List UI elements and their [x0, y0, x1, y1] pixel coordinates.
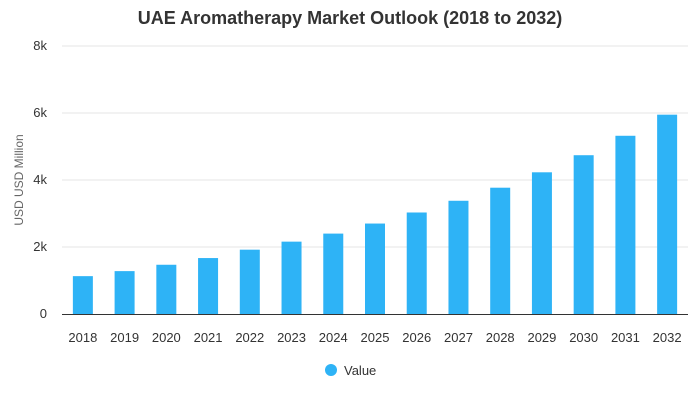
- bar-2019[interactable]: [114, 271, 135, 314]
- x-tick-label: 2021: [194, 330, 223, 345]
- x-tick-label: 2028: [486, 330, 515, 345]
- y-tick-label: 0: [40, 306, 47, 321]
- x-tick-label: 2025: [361, 330, 390, 345]
- legend[interactable]: Value: [325, 363, 376, 378]
- bar-2030[interactable]: [573, 155, 594, 314]
- bars: [72, 114, 678, 314]
- x-tick-label: 2024: [319, 330, 348, 345]
- bar-2020[interactable]: [156, 264, 177, 314]
- bar-2031[interactable]: [615, 135, 636, 314]
- bar-2018[interactable]: [72, 276, 93, 314]
- y-tick-label: 6k: [33, 105, 47, 120]
- x-tick-label: 2023: [277, 330, 306, 345]
- y-tick-label: 2k: [33, 239, 47, 254]
- x-tick-label: 2032: [653, 330, 682, 345]
- x-axis-ticks: 2018 2019 2020 2021 2022 2023 2024 2025 2026 2027…: [68, 330, 681, 345]
- legend-marker-value: [325, 364, 337, 376]
- x-tick-label: 2027: [444, 330, 473, 345]
- y-tick-label: 8k: [33, 38, 47, 53]
- bar-2023[interactable]: [281, 241, 302, 314]
- bar-2025[interactable]: [365, 223, 385, 314]
- bar-2027[interactable]: [448, 200, 469, 314]
- legend-label-value: Value: [344, 363, 376, 378]
- x-tick-label: 2031: [611, 330, 640, 345]
- x-tick-label: 2022: [235, 330, 264, 345]
- x-tick-label: 2030: [569, 330, 598, 345]
- y-axis-label: USD USD Million: [12, 134, 26, 225]
- bar-2029[interactable]: [531, 172, 552, 314]
- x-tick-label: 2019: [110, 330, 139, 345]
- y-axis-ticks: 0 2k 4k 6k 8k: [33, 38, 47, 321]
- chart-title: UAE Aromatherapy Market Outlook (2018 to…: [138, 8, 562, 28]
- x-tick-label: 2018: [68, 330, 97, 345]
- bar-2028[interactable]: [490, 187, 511, 314]
- x-tick-label: 2020: [152, 330, 181, 345]
- gridlines: [62, 45, 688, 248]
- y-tick-label: 4k: [33, 172, 47, 187]
- x-tick-label: 2029: [527, 330, 556, 345]
- bar-2026[interactable]: [406, 212, 427, 314]
- bar-2022[interactable]: [239, 249, 260, 314]
- x-tick-label: 2026: [402, 330, 431, 345]
- bar-2021[interactable]: [198, 258, 219, 314]
- bar-2032[interactable]: [657, 114, 678, 314]
- bar-2024[interactable]: [323, 233, 344, 314]
